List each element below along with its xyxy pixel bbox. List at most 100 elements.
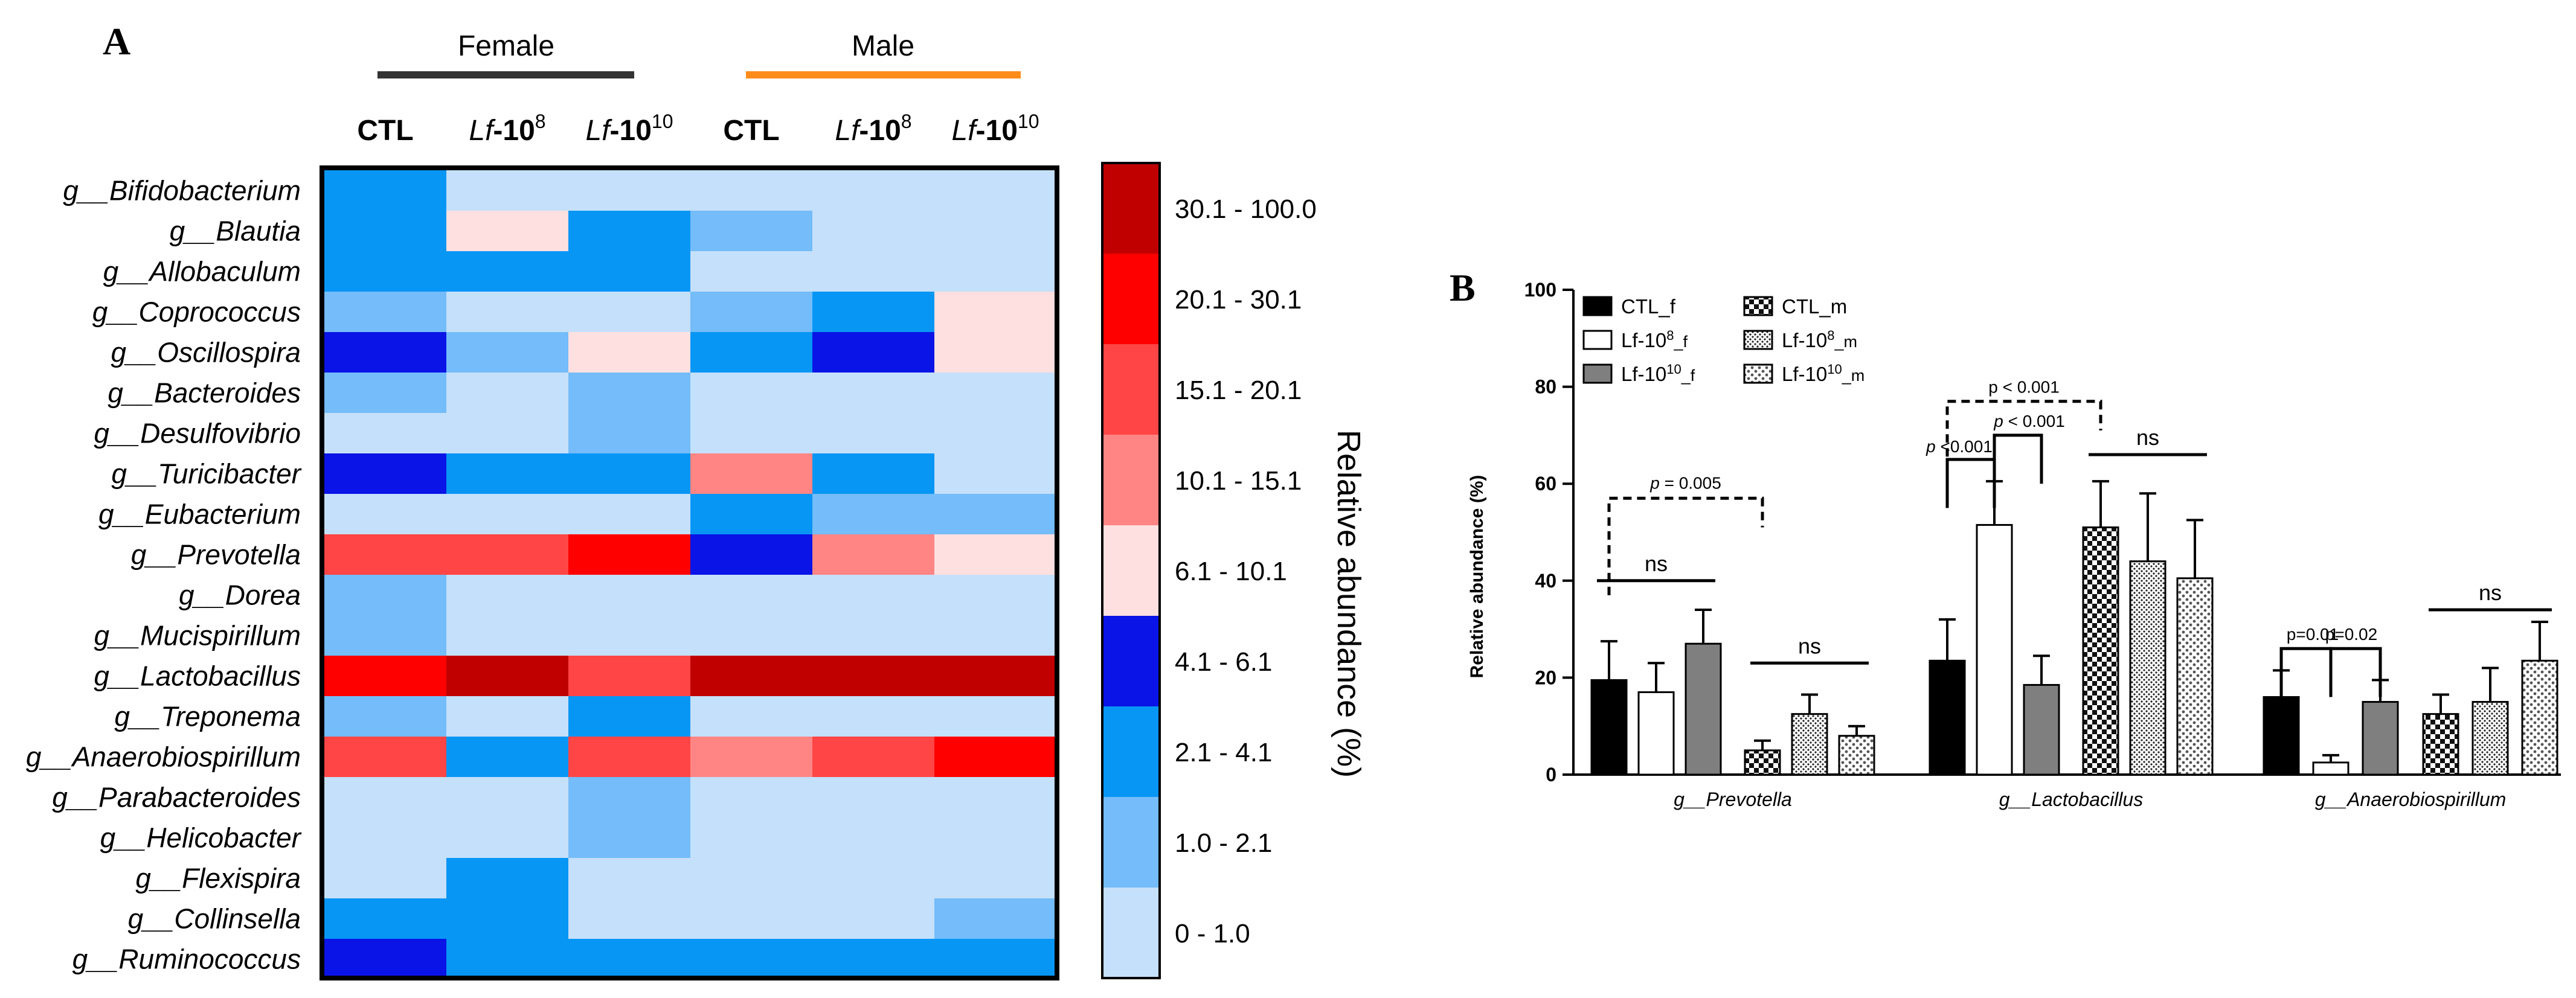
heatmap-cell <box>812 575 935 616</box>
significance-label: p=0.02 <box>2325 625 2377 644</box>
heatmap-cell <box>690 615 813 656</box>
heatmap-cell <box>324 898 447 939</box>
heatmap-cell <box>446 332 569 373</box>
heatmap-cell <box>812 251 935 292</box>
heatmap-cell <box>812 939 935 980</box>
heatmap-cell <box>934 575 1057 616</box>
heatmap-cell <box>812 211 935 252</box>
heatmap-cell <box>934 413 1057 454</box>
heatmap-cell <box>812 332 935 373</box>
heatmap-legend: 30.1 - 100.0 20.1 - 30.1 15.1 - 20.1 10.1 -… <box>1101 162 1317 979</box>
heatmap-cell <box>934 332 1057 373</box>
legend-label: CTL_f <box>1621 295 1676 318</box>
heatmap-cell <box>690 898 813 939</box>
bar <box>2263 696 2300 776</box>
heatmap-cell <box>690 251 813 292</box>
legend-swatch <box>1582 296 1613 316</box>
heatmap-cell <box>446 251 569 292</box>
heatmap-cell <box>324 656 447 697</box>
significance-bracket <box>2279 647 2333 697</box>
bar <box>1929 659 1966 776</box>
heatmap-cell <box>446 737 569 778</box>
group-header-male: Male <box>852 30 914 62</box>
row-label: g__Desulfovibrio <box>94 418 301 449</box>
heatmap-cell <box>568 494 691 535</box>
significance-label: p <0.001 <box>1926 437 1993 456</box>
y-axis-title-line1: Relative abundance (%) <box>1467 475 1487 679</box>
heatmap-cell <box>568 251 691 292</box>
heatmap-cell <box>934 858 1057 899</box>
heatmap-cell <box>446 373 569 414</box>
y-tick-label: 60 <box>1535 473 1556 494</box>
heatmap-cell <box>568 898 691 939</box>
heatmap-cell <box>324 696 447 737</box>
bar <box>1685 642 1722 776</box>
legend-border <box>1101 162 1161 979</box>
row-label: g__Helicobacter <box>100 822 302 854</box>
column-label: CTL <box>723 115 779 147</box>
legend-swatch <box>1582 363 1613 384</box>
heatmap-cell <box>690 534 813 575</box>
legend-swatch <box>1743 296 1773 316</box>
heatmap-cell <box>324 777 447 818</box>
legend-swatch <box>1102 344 1160 435</box>
row-label: g__Parabacteroides <box>52 782 301 813</box>
row-labels: g__Bifidobacterium g__Blautia g__Allobacul… <box>26 175 302 975</box>
heatmap-cell <box>324 615 447 656</box>
legend-bin-label: 30.1 - 100.0 <box>1175 194 1317 224</box>
legend-label: Lf-1010_m <box>1782 362 1865 385</box>
heatmap-cell <box>934 817 1057 859</box>
column-label: Lf-108 <box>835 110 911 147</box>
heatmap-cell <box>812 615 935 656</box>
bar <box>2129 560 2166 776</box>
legend-swatch <box>1102 435 1160 526</box>
legend-bin-label: 2.1 - 4.1 <box>1175 738 1272 767</box>
row-label: g__Flexispira <box>135 863 301 894</box>
heatmap-cell <box>568 373 691 414</box>
significance-label: p < 0.001 <box>1988 378 2060 397</box>
heatmap-cell <box>324 858 447 899</box>
heatmap-cell <box>568 292 691 333</box>
heatmap-cells <box>324 170 1057 980</box>
heatmap-cell <box>812 898 935 939</box>
heatmap-cell <box>446 858 569 899</box>
column-label: Lf-1010 <box>952 110 1039 147</box>
group-header-female: Female <box>458 30 554 62</box>
heatmap-cell <box>568 858 691 899</box>
row-label: g__Eubacterium <box>98 499 301 530</box>
heatmap-cell <box>324 817 447 859</box>
significance-label: ns <box>1798 633 1821 658</box>
heatmap-cell <box>324 413 447 454</box>
heatmap-cell <box>568 817 691 859</box>
row-label: g__Lactobacillus <box>94 661 301 692</box>
panel-a: A Female Male CTL Lf-108 Lf-1010 CTL Lf-108 L… <box>26 20 1367 980</box>
heatmap-cell <box>690 817 813 859</box>
heatmap-cell <box>568 737 691 778</box>
heatmap-cell <box>324 575 447 616</box>
legend-label: Lf-108_m <box>1782 328 1857 351</box>
heatmap-cell <box>690 211 813 252</box>
row-label: g__Turicibacter <box>111 458 301 490</box>
heatmap-cell <box>690 494 813 535</box>
heatmap-cell <box>324 453 447 494</box>
row-label: g__Coprococcus <box>92 296 301 328</box>
heatmap-cell <box>934 211 1057 252</box>
heatmap-cell <box>934 696 1057 737</box>
panel-b-label: B <box>1450 266 1476 309</box>
heatmap-cell <box>934 777 1057 818</box>
heatmap-cell <box>324 211 447 252</box>
heatmap-cell <box>934 170 1057 211</box>
bar <box>1976 523 2013 776</box>
row-label: g__Anaerobiospirillum <box>26 741 301 773</box>
legend-swatch <box>1102 888 1160 979</box>
heatmap-cell <box>934 939 1057 980</box>
heatmap-cell <box>934 453 1057 494</box>
y-tick-label: 100 <box>1524 279 1556 301</box>
row-label: g__Allobaculum <box>103 256 301 287</box>
row-label: g__Treponema <box>114 701 301 732</box>
heatmap-cell <box>446 575 569 616</box>
heatmap-cell <box>812 373 935 414</box>
heatmap-cell <box>324 332 447 373</box>
heatmap-cell <box>446 211 569 252</box>
heatmap-cell <box>812 453 935 494</box>
